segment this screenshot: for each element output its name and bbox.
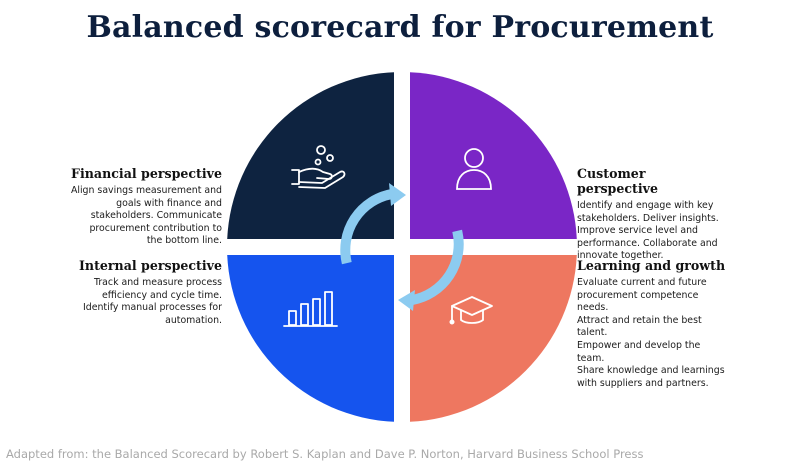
graduation-cap-icon (449, 296, 493, 325)
internal-line: Track and measure process (93, 277, 222, 288)
customer-quadrant (410, 72, 577, 239)
internal-perspective-block: Internal perspective Track and measure p… (62, 258, 222, 327)
internal-description: Track and measure process efficiency and… (62, 277, 222, 327)
financial-line: procurement contribution to (89, 222, 222, 234)
internal-line: Identify manual processes for (82, 302, 222, 314)
customer-line: stakeholders. Deliver insights. (577, 212, 719, 224)
internal-quadrant (227, 255, 394, 422)
person-icon (456, 148, 492, 190)
bar-chart-icon (283, 291, 338, 327)
financial-line: goals with finance and (116, 197, 222, 209)
customer-description: Identify and engage with key stakeholder… (577, 200, 727, 263)
financial-line: stakeholders. Communicate (90, 210, 222, 222)
financial-quadrant (227, 72, 394, 239)
learning-line: with suppliers and partners. (577, 377, 709, 389)
learning-line: Empower and develop the team. (577, 339, 701, 364)
learning-line: Evaluate current and future (577, 277, 707, 288)
customer-line: performance. Collaborate and (577, 237, 718, 249)
customer-perspective-block: Customer perspective Identify and engage… (577, 166, 727, 263)
hand-coins-icon (291, 145, 346, 189)
financial-line: Align savings measurement and (70, 185, 222, 196)
learning-line: Share knowledge and learnings (577, 365, 725, 377)
financial-line: the bottom line. (146, 235, 222, 247)
learning-growth-block: Learning and growth Evaluate current and… (577, 258, 727, 390)
financial-heading: Financial perspective (71, 166, 222, 181)
customer-line: innovate together. (577, 250, 664, 262)
internal-line: automation. (165, 314, 222, 326)
financial-description: Align savings measurement and goals with… (62, 185, 222, 248)
financial-perspective-block: Financial perspective Align savings meas… (62, 166, 222, 248)
cycle-arrows-icon (340, 183, 464, 311)
learning-quadrant (410, 255, 577, 422)
internal-heading: Internal perspective (79, 258, 222, 273)
customer-line: Identify and engage with key (577, 200, 714, 211)
learning-line: procurement competence needs. (577, 289, 699, 314)
source-caption: Adapted from: the Balanced Scorecard by … (6, 447, 644, 461)
learning-line: Attract and retain the best talent. (577, 314, 702, 339)
learning-description: Evaluate current and future procurement … (577, 277, 727, 390)
page-title: Balanced scorecard for Procurement (86, 10, 714, 45)
customer-heading: Customer perspective (577, 166, 658, 196)
learning-heading: Learning and growth (577, 258, 726, 273)
customer-line: Improve service level and (577, 225, 699, 237)
internal-line: efficiency and cycle time. (102, 289, 222, 301)
